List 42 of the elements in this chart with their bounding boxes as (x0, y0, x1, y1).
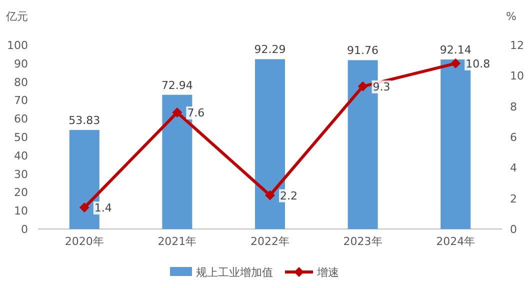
x-tick-label: 2020年 (64, 235, 104, 248)
x-tick-label: 2021年 (158, 235, 197, 248)
y-tick-label: 0 (21, 223, 28, 236)
y-tick-label: 20 (14, 186, 28, 200)
x-tick-label: 2023年 (343, 235, 382, 248)
legend-label: 规上工业增加值 (196, 266, 273, 279)
point (265, 190, 275, 200)
y2-tick-label: 12 (510, 39, 524, 52)
data-label: 7.6 (187, 106, 205, 120)
y2-tick-label: 4 (510, 162, 517, 175)
y-tick-label: 60 (14, 112, 28, 126)
y-tick-label: 50 (14, 131, 28, 144)
y-tick-label: 100 (7, 39, 28, 52)
y-tick-label: 90 (14, 57, 28, 70)
data-label: 10.8 (466, 57, 490, 70)
point (79, 202, 90, 213)
data-label: 92.14 (440, 43, 472, 56)
data-label: 72.94 (161, 78, 193, 92)
y2-tick-label: 2 (510, 192, 517, 206)
point (358, 81, 368, 92)
y2-tick-label: 0 (510, 223, 517, 236)
data-label: 2.2 (280, 189, 298, 202)
x-tick-label: 2024年 (436, 235, 476, 248)
y-tick-label: 80 (14, 76, 28, 89)
y-tick-label: 40 (14, 149, 28, 162)
y2-axis-title: % (506, 10, 516, 23)
data-label: 91.76 (347, 44, 379, 58)
data-label: 92.29 (254, 43, 286, 56)
data-label: 9.3 (372, 80, 390, 94)
y2-tick-label: 8 (510, 100, 517, 114)
y-tick-label: 70 (14, 94, 28, 108)
point (450, 58, 461, 68)
y-axis-title: 亿元 (5, 10, 28, 23)
x-tick-label: 2022年 (250, 235, 290, 248)
data-label: 53.83 (68, 114, 100, 127)
data-label: 1.4 (94, 202, 112, 215)
legend-label: 增速 (316, 266, 339, 279)
y2-tick-label: 10 (510, 70, 524, 83)
y2-tick-label: 6 (510, 131, 517, 144)
point (172, 107, 182, 118)
y-tick-label: 10 (14, 204, 28, 218)
y-tick-label: 30 (14, 168, 28, 181)
